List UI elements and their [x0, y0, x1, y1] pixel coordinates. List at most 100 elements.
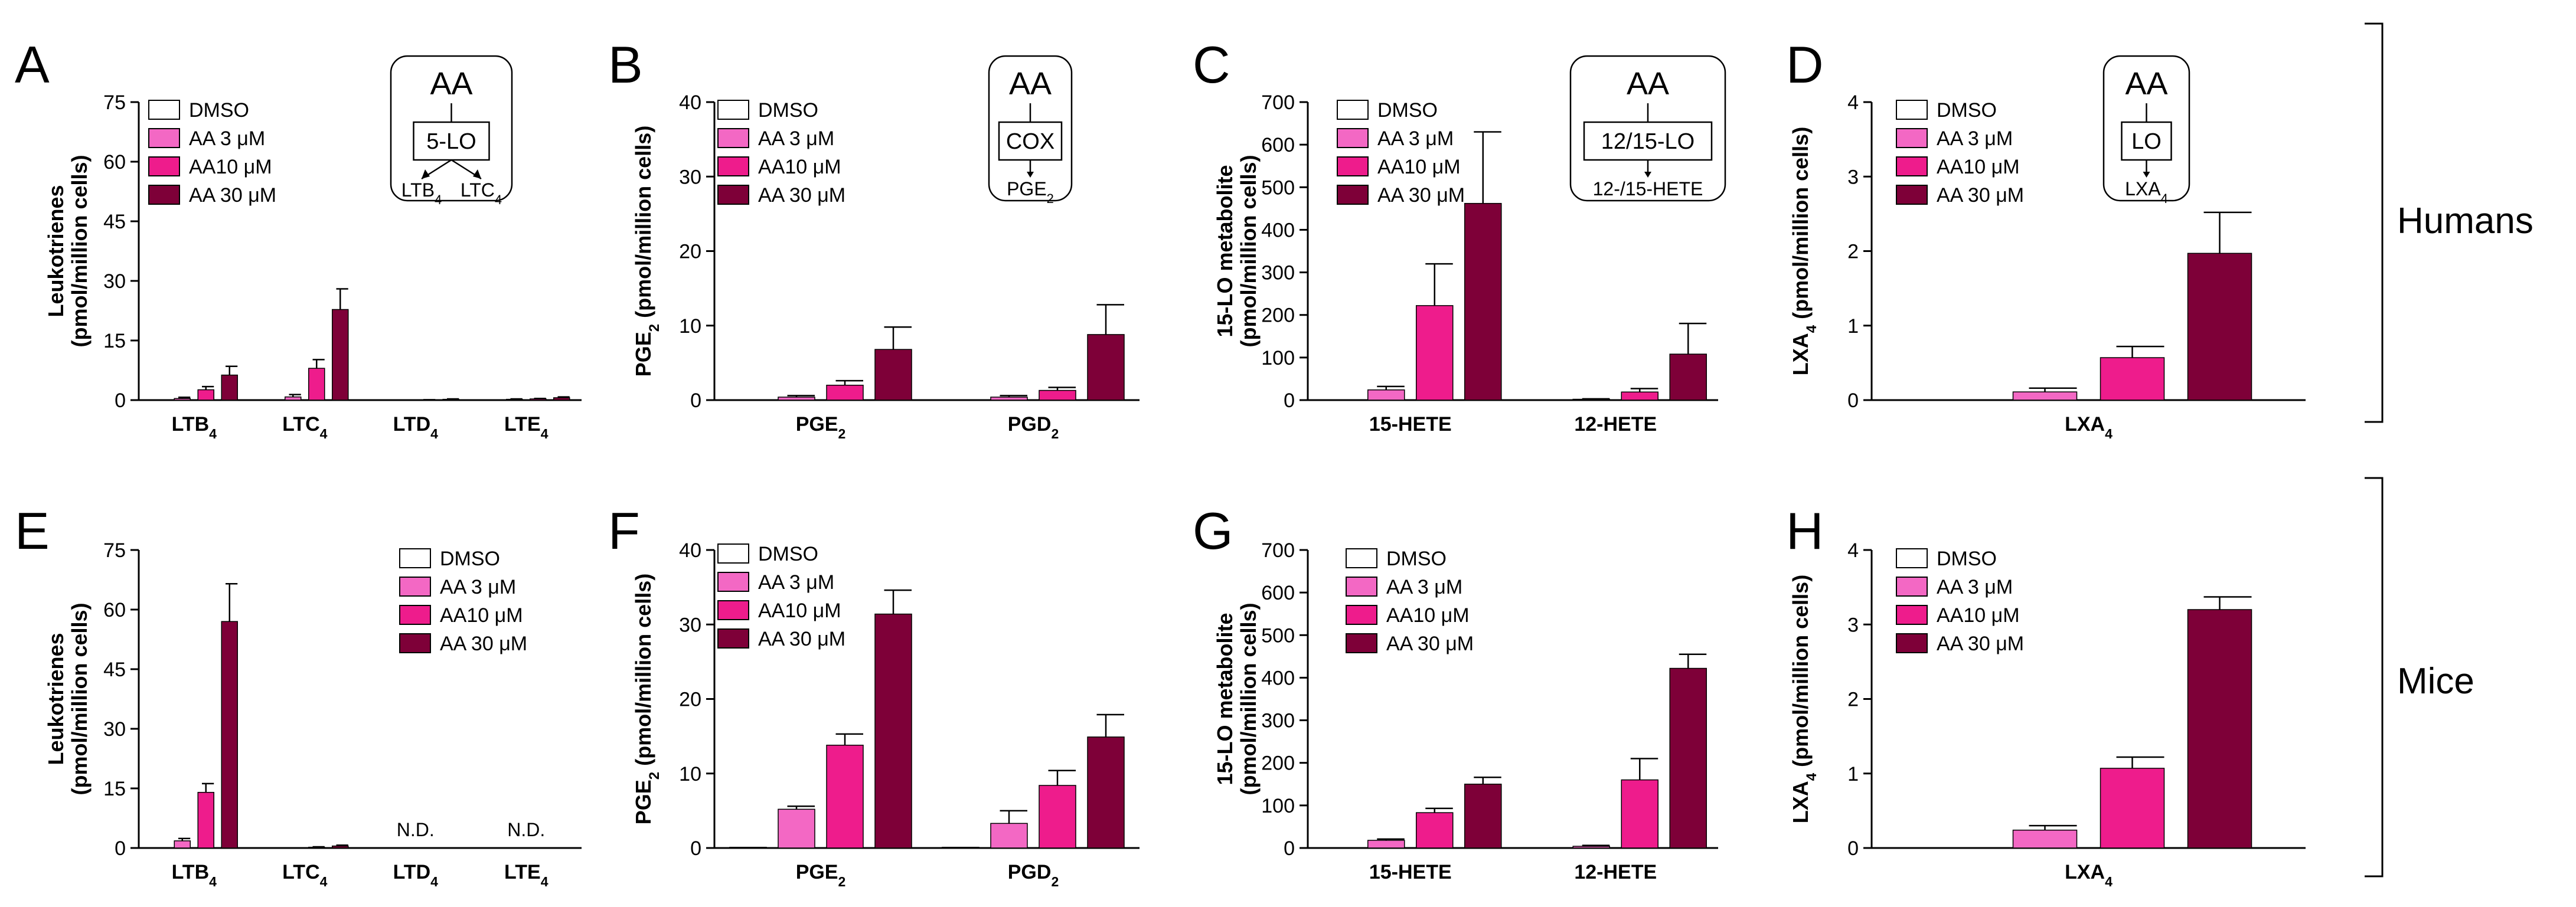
legend-label: AA 30 μM: [1937, 633, 2024, 655]
bar: [395, 399, 412, 401]
y-tick-label: 30: [679, 166, 701, 188]
y-tick-label: 60: [103, 599, 126, 621]
y-tick-label: 0: [690, 389, 701, 412]
y-tick-label: 75: [103, 539, 126, 562]
bar: [308, 368, 325, 401]
y-tick-label: 20: [679, 241, 701, 263]
bar: [482, 399, 499, 401]
panel-letter: F: [608, 502, 640, 560]
x-tick-label: LTE4: [504, 861, 548, 889]
y-tick-label: 60: [103, 151, 126, 173]
y-tick-label: 500: [1261, 176, 1295, 199]
bar: [2012, 829, 2078, 849]
bar: [482, 847, 499, 849]
legend-label: AA10 μM: [1386, 604, 1470, 627]
y-tick-label: 200: [1261, 304, 1295, 327]
legend: DMSO AA 3 μM AA10 μM AA 30 μM: [399, 548, 527, 655]
bar: [1621, 779, 1658, 849]
bar: [285, 396, 302, 401]
bar: [221, 374, 238, 401]
y-tick-label: 100: [1261, 347, 1295, 369]
legend-label: DMSO: [758, 543, 818, 565]
inset-enzyme-box: [1583, 121, 1713, 161]
inset-arrowhead: [2143, 172, 2150, 178]
y-tick-label: 4: [1847, 539, 1859, 562]
panel-g: G 15-LO metabolite (pmol/million cells) 0 10…: [1193, 502, 1718, 883]
bar: [1669, 353, 1707, 401]
panel-letter: B: [608, 35, 643, 94]
legend-swatch: [399, 633, 431, 653]
bar: [874, 349, 912, 401]
legend-swatch: [1346, 577, 1377, 597]
bar: [1087, 334, 1125, 401]
legend-label: AA 30 μM: [758, 628, 845, 650]
inset-substrate: AA: [430, 66, 472, 101]
inset-product: LTB4: [401, 179, 442, 207]
inset-substrate: AA: [2125, 66, 2167, 101]
legend-swatch: [717, 543, 749, 564]
inset-enzyme-box: [998, 121, 1063, 161]
x-tick-label: PGE2: [796, 861, 846, 889]
legend-swatch: [1346, 548, 1377, 568]
panel-letter: E: [15, 502, 50, 560]
legend-label: AA 30 μM: [440, 633, 527, 655]
y-tick-label: 200: [1261, 752, 1295, 775]
legend-swatch: [717, 128, 749, 148]
y-axis-title: PGE2 (pmol/million cells): [631, 574, 662, 824]
panel-h: H LXA4 (pmol/million cells) 0 1 2 3 4 LXA4 DMSO A…: [1786, 502, 2306, 889]
bracket-line: [2365, 22, 2384, 423]
bar: [553, 847, 570, 849]
inset-product: PGE2: [1007, 178, 1054, 206]
legend-label: AA10 μM: [1377, 156, 1461, 178]
bar: [1087, 736, 1125, 849]
y-tick-label: 75: [103, 91, 126, 114]
legend-swatch: [1896, 605, 1928, 625]
y-tick-label: 0: [690, 837, 701, 860]
bar: [826, 745, 864, 849]
bar: [442, 847, 459, 849]
legend-swatch: [148, 185, 180, 205]
legend-label: AA 30 μM: [189, 184, 276, 207]
bar: [778, 808, 815, 849]
bar: [1319, 399, 1357, 401]
group-label: Mice: [2397, 661, 2474, 702]
pathway-inset: AA COX PGE2: [988, 55, 1073, 206]
y-axis-title: PGE2 (pmol/million cells): [631, 126, 662, 376]
y-tick-label: 0: [1847, 389, 1859, 412]
y-tick-label: 0: [1847, 837, 1859, 860]
legend-swatch: [1346, 605, 1377, 625]
legend-swatch: [1896, 548, 1928, 568]
inset-arrowhead: [1027, 172, 1034, 178]
inset-product: 12-/15-HETE: [1593, 178, 1703, 199]
panel-c: C 15-LO metabolite (pmol/million cells) 0 10…: [1193, 35, 1726, 436]
y-axis-title-line2: (pmol/million cells): [67, 155, 92, 347]
pathway-inset: AA LO LXA4: [2102, 55, 2190, 206]
legend-label: AA10 μM: [758, 156, 841, 178]
legend-swatch: [1896, 633, 1928, 653]
y-tick-label: 600: [1261, 582, 1295, 604]
legend-swatch: [1337, 100, 1369, 120]
bar: [1669, 667, 1707, 849]
bar: [332, 309, 349, 401]
bar: [1367, 840, 1405, 849]
bar: [530, 847, 547, 849]
y-tick-label: 3: [1847, 166, 1859, 188]
legend-swatch: [148, 128, 180, 148]
legend-swatch: [1896, 128, 1928, 148]
legend: DMSO AA 3 μM AA10 μM AA 30 μM: [148, 99, 276, 207]
legend-label: DMSO: [1937, 548, 1997, 570]
y-tick-label: 300: [1261, 262, 1295, 284]
y-tick-label: 4: [1847, 91, 1859, 114]
legend: DMSO AA 3 μM AA10 μM AA 30 μM: [717, 99, 845, 207]
bar: [1524, 847, 1562, 849]
x-tick-label: LTB4: [172, 861, 217, 889]
legend-swatch: [1337, 185, 1369, 205]
legend-swatch: [717, 600, 749, 620]
bar: [729, 399, 767, 401]
legend-label: AA 30 μM: [758, 184, 845, 207]
y-axis-title: LXA4 (pmol/million cells): [1788, 575, 1820, 823]
y-axis-title: LXA4 (pmol/million cells): [1788, 127, 1820, 375]
legend-swatch: [1896, 577, 1928, 597]
bar: [826, 385, 864, 401]
legend-swatch: [717, 156, 749, 176]
